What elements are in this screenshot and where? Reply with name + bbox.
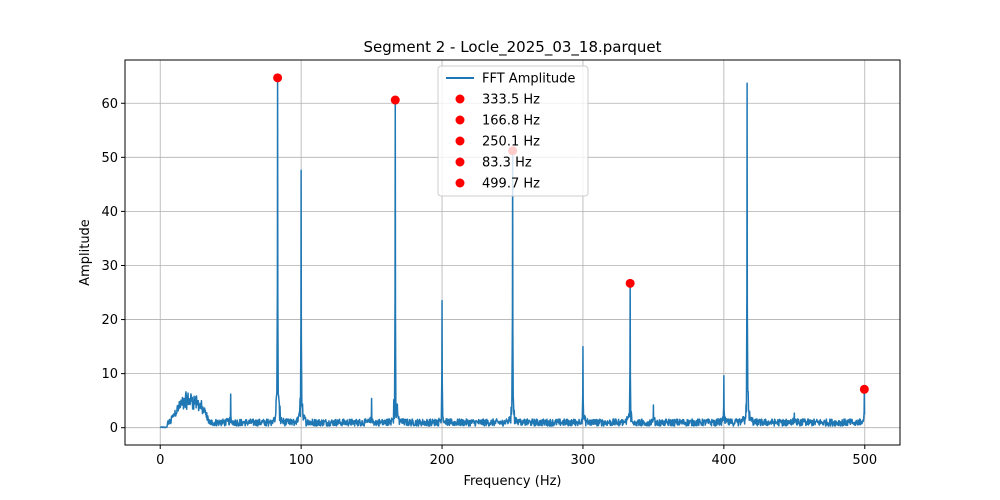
- legend-marker-swatch: [455, 115, 465, 125]
- axis-ticks: 0 100 200 300 400 500 0 10 20 30 40 50 60: [101, 97, 877, 468]
- x-tick-label: 500: [852, 453, 877, 468]
- legend-label: 499.7 Hz: [482, 177, 540, 192]
- y-tick-label: 0: [110, 421, 118, 436]
- x-tick-label: 300: [571, 453, 596, 468]
- legend-label: 333.5 Hz: [482, 93, 540, 108]
- x-tick-label: 400: [711, 453, 736, 468]
- y-tick-label: 60: [101, 97, 118, 112]
- peak-marker: [273, 73, 283, 83]
- legend-marker-swatch: [455, 157, 465, 167]
- legend-label: 83.3 Hz: [482, 156, 532, 171]
- y-tick-label: 20: [101, 313, 118, 328]
- peak-marker: [859, 384, 869, 394]
- x-tick-label: 100: [289, 453, 314, 468]
- plot-area-frame: [124, 59, 901, 446]
- x-axis-title: Frequency (Hz): [463, 474, 561, 489]
- x-tick-label: 0: [156, 453, 164, 468]
- y-tick-label: 10: [101, 367, 118, 382]
- legend-marker-swatch: [455, 94, 465, 104]
- y-tick-label: 30: [101, 259, 118, 274]
- legend-marker-swatch: [455, 178, 465, 188]
- y-tick-label: 40: [101, 205, 118, 220]
- legend-label: 166.8 Hz: [482, 114, 540, 129]
- legend-label: FFT Amplitude: [482, 72, 575, 87]
- peak-marker: [390, 95, 400, 105]
- legend: FFT Amplitude 333.5 Hz 166.8 Hz 250.1 Hz 83.…: [437, 65, 589, 197]
- x-tick-label: 200: [430, 453, 455, 468]
- legend-marker-swatch: [455, 136, 465, 146]
- legend-box: [437, 65, 589, 197]
- legend-label: 250.1 Hz: [482, 135, 540, 150]
- y-axis-title: Amplitude: [78, 219, 93, 286]
- peak-marker: [625, 278, 635, 288]
- y-tick-label: 50: [101, 151, 118, 166]
- chart-title: Segment 2 - Locle_2025_03_18.parquet: [363, 38, 661, 57]
